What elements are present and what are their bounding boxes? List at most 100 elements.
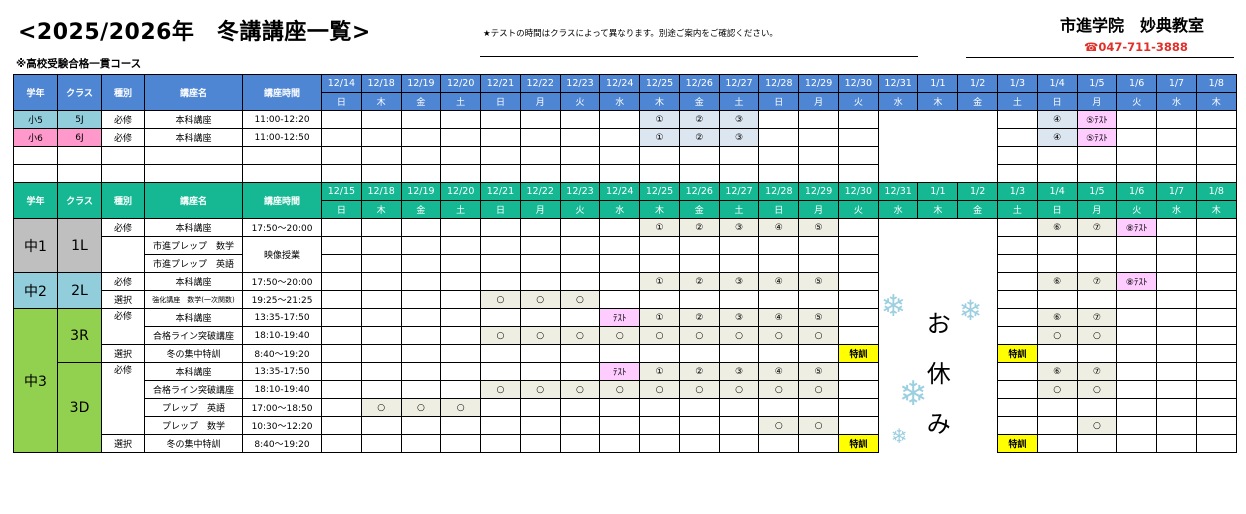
- schedule-cell: ②: [678, 110, 720, 129]
- schedule-cell: [997, 416, 1038, 435]
- column-header-time: 講座時間: [242, 182, 322, 219]
- schedule-cell: ⑤ﾃｽﾄ: [1076, 128, 1118, 147]
- schedule-cell: ④: [758, 362, 800, 381]
- schedule-cell: [758, 254, 800, 273]
- schedule-cell: ○: [400, 398, 442, 417]
- schedule-cell: [321, 326, 362, 345]
- schedule-cell: [639, 164, 680, 183]
- schedule-cell: ⑤: [798, 218, 839, 237]
- schedule-cell: ⑦: [1076, 362, 1118, 381]
- schedule-cell: [559, 218, 601, 237]
- class-cell: 3R: [57, 308, 102, 363]
- column-header-class: クラス: [57, 182, 102, 219]
- date-header: 12/30: [837, 182, 879, 201]
- schedule-cell: [440, 110, 482, 129]
- course-name-cell: 本科講座: [144, 362, 243, 381]
- course-time-cell: 18:10-19:40: [242, 326, 322, 345]
- schedule-cell: ①: [639, 362, 680, 381]
- course-name-cell: 本科講座: [144, 272, 243, 291]
- schedule-cell: [360, 344, 402, 363]
- schedule-cell: [321, 344, 362, 363]
- schedule-cell: ○: [1076, 326, 1118, 345]
- schedule-cell: [1195, 380, 1237, 399]
- class-cell: 3D: [57, 362, 102, 453]
- schedule-cell: [1195, 308, 1237, 327]
- weekday-header: 日: [321, 92, 362, 111]
- schedule-cell: [1156, 218, 1197, 237]
- weekday-header: 月: [519, 92, 561, 111]
- schedule-cell: [559, 398, 601, 417]
- course-time-cell: 映像授業: [242, 236, 322, 273]
- schedule-cell: [639, 434, 680, 453]
- date-header: 12/23: [559, 74, 601, 93]
- table-row: 中1 1L 必修 本科講座 17:50～20:00 ① ② ③ ④ ⑤ お休み ❄ ❄ ❄ ❄ ⑥ ⑦ ⑧ﾃｽﾄ: [13, 218, 1237, 453]
- weekday-header: 木: [917, 200, 959, 219]
- schedule-cell: [1116, 362, 1158, 381]
- schedule-cell: [559, 362, 601, 381]
- schedule-cell: [639, 254, 680, 273]
- schedule-cell: [837, 290, 879, 309]
- date-header: 12/18: [360, 182, 402, 201]
- schedule-cell: [1116, 308, 1158, 327]
- schedule-cell: ○: [1036, 380, 1078, 399]
- schedule-cell: ①: [639, 128, 680, 147]
- course-time-cell: 13:35-17:50: [242, 362, 322, 381]
- weekday-header: 火: [1116, 200, 1158, 219]
- weekday-header: 水: [877, 92, 919, 111]
- schedule-cell: [360, 380, 402, 399]
- schedule-cell: 特訓: [997, 344, 1038, 363]
- holiday-label: お休み ❄ ❄ ❄ ❄: [879, 219, 997, 453]
- schedule-cell: ○: [718, 380, 760, 399]
- schedule-cell: ⑧ﾃｽﾄ: [1116, 272, 1158, 291]
- schedule-cell: [1036, 434, 1078, 453]
- schedule-cell: [480, 218, 521, 237]
- date-header: 12/28: [758, 182, 800, 201]
- header-date-row: 学年 クラス 種別 講座名 講座時間 12/14 12/18 12/19 12/20 12/21 1…: [13, 74, 1237, 111]
- schedule-cell: [1116, 110, 1158, 129]
- schedule-cell: [1156, 272, 1197, 291]
- date-header: 1/1: [917, 182, 959, 201]
- schedule-cell: [1156, 434, 1197, 453]
- table-row: 小6 6J 必修 本科講座 11:00-12:50 ① ② ③ ④ ⑤ﾃｽﾄ: [13, 128, 1237, 147]
- schedule-cell: [758, 344, 800, 363]
- schedule-cell: [1036, 146, 1078, 165]
- schedule-cell: [321, 362, 362, 381]
- schedule-cell: [360, 416, 402, 435]
- divider: [966, 57, 1234, 58]
- schedule-cell: [360, 110, 402, 129]
- schedule-cell: [639, 290, 680, 309]
- schedule-cell: [1195, 398, 1237, 417]
- weekday-header: 土: [718, 92, 760, 111]
- course-time-cell: 11:00-12:20: [242, 110, 322, 129]
- course-time-cell: 10:30～12:20: [242, 416, 322, 435]
- schedule-cell: [718, 254, 760, 273]
- schedule-cell: ○: [798, 326, 839, 345]
- schedule-cell: [519, 128, 561, 147]
- schedule-cell: [1076, 290, 1118, 309]
- schedule-cell: [480, 416, 521, 435]
- phone-number: ☎047-711-3888: [1084, 40, 1188, 54]
- schedule-cell: [1076, 398, 1118, 417]
- course-label: ※高校受験合格一貫コース: [16, 58, 142, 70]
- schedule-cell: [360, 128, 402, 147]
- schedule-cell: [678, 146, 720, 165]
- schedule-cell: [1195, 254, 1237, 273]
- schedule-cell: [758, 128, 800, 147]
- schedule-cell: ⑤ﾃｽﾄ: [1076, 110, 1118, 129]
- schedule-cell: [678, 164, 720, 183]
- snowflake-icon: ❄: [898, 374, 928, 414]
- schedule-cell: [519, 416, 561, 435]
- weekday-header: 木: [639, 92, 680, 111]
- course-type-cell: 選択: [101, 434, 145, 453]
- schedule-cell: ⑥: [1036, 362, 1078, 381]
- schedule-cell: [599, 290, 641, 309]
- schedule-cell: [1195, 272, 1237, 291]
- schedule-cell: [400, 218, 442, 237]
- course-name-cell: 合格ライン突破講座: [144, 380, 243, 399]
- date-header: 1/2: [957, 74, 999, 93]
- schedule-cell: [360, 362, 402, 381]
- schedule-cell: ○: [639, 380, 680, 399]
- course-type-cell: 必修: [101, 218, 145, 237]
- date-header: 12/31: [877, 182, 919, 201]
- schedule-cell: [1195, 326, 1237, 345]
